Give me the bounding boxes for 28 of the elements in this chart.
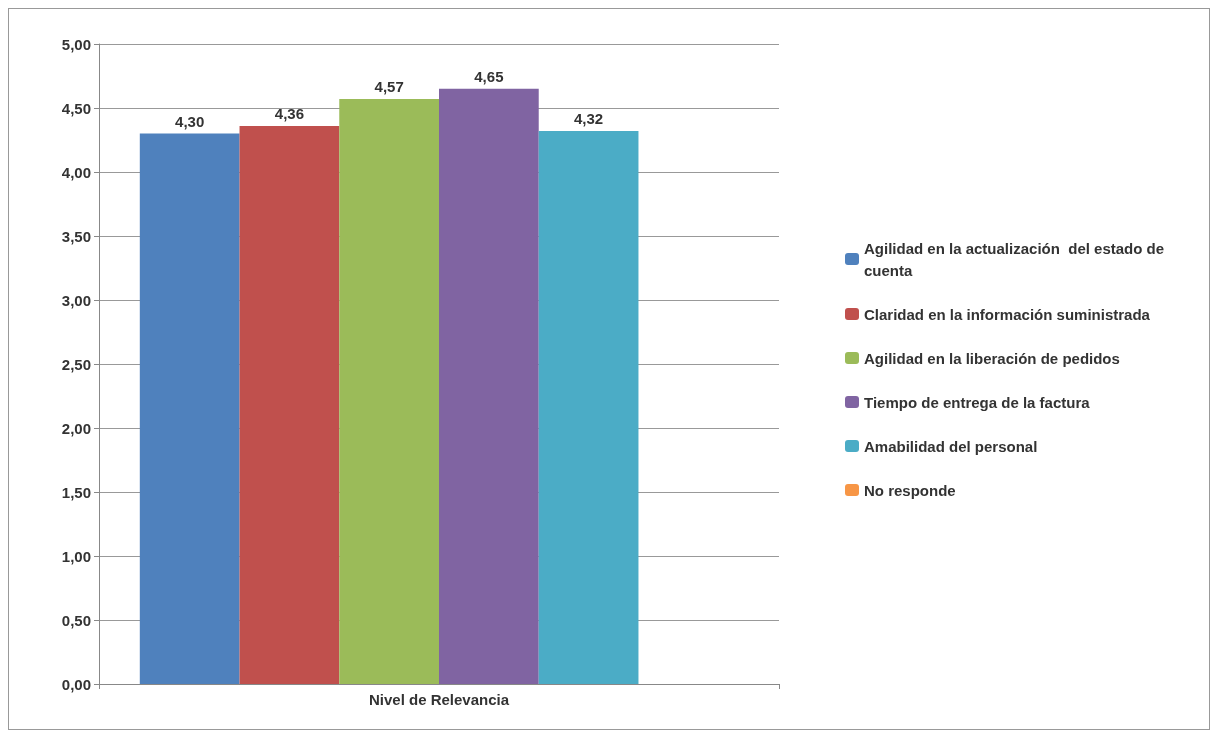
bar xyxy=(538,131,639,684)
y-tick-label: 4,00 xyxy=(61,163,91,181)
bar xyxy=(139,133,240,684)
legend-label: Tiempo de entrega de la factura xyxy=(864,393,1091,411)
y-tick-label: 5,00 xyxy=(61,35,91,53)
x-tick-label: Nivel de Relevancia xyxy=(368,691,510,708)
legend-label: No responde xyxy=(864,481,956,499)
y-tick-label: 2,00 xyxy=(61,419,91,437)
data-label: 4,57 xyxy=(374,78,404,96)
bar xyxy=(339,99,439,684)
y-tick-label: 3,50 xyxy=(61,227,91,245)
legend-label: Agilidad en la liberación de pedidos xyxy=(864,349,1120,367)
y-tick-label: 3,00 xyxy=(61,291,91,309)
y-tick-label: 1,50 xyxy=(61,483,91,501)
legend-label: Claridad en la información suministrada xyxy=(864,305,1151,323)
legend-label: Amabilidad del personal xyxy=(864,437,1038,455)
legend-label: Agilidad en la actualización del estado de cuenta xyxy=(864,239,1169,279)
data-label: 4,65 xyxy=(474,67,504,85)
y-tick-label: 1,00 xyxy=(61,547,91,565)
y-tick-label: 0,00 xyxy=(61,675,91,693)
y-tick-label: 4,50 xyxy=(61,99,91,117)
y-tick-label: 2,50 xyxy=(61,355,91,373)
bar xyxy=(439,88,539,684)
data-label: 4,36 xyxy=(274,104,304,122)
bar xyxy=(239,125,340,684)
y-tick-label: 0,50 xyxy=(61,611,91,629)
data-label: 4,30 xyxy=(175,112,205,130)
data-label: 4,32 xyxy=(574,110,604,128)
